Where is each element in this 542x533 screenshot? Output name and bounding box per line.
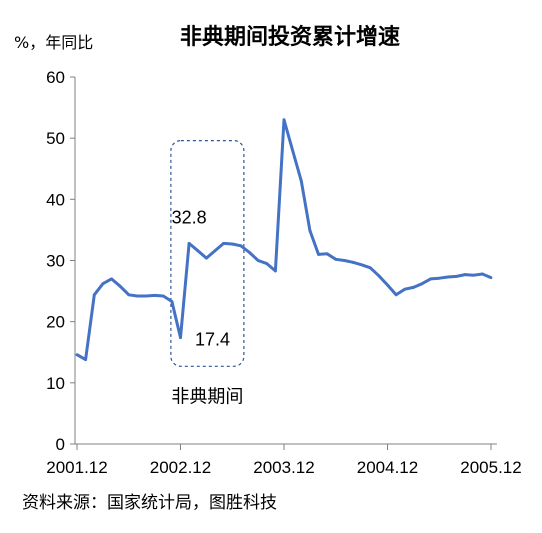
y-tick-label: 60 [46,68,65,87]
y-tick-label: 50 [46,129,65,148]
data-point [75,353,79,357]
data-point [429,277,433,281]
sars-period-label: 非典期间 [171,386,243,407]
data-point [273,269,277,273]
data-point [291,149,295,152]
data-point [110,277,113,281]
data-point [92,293,96,297]
data-point [248,251,251,254]
data-point [144,294,148,298]
data-point [127,293,131,297]
x-tick-label: 2002.12 [150,458,211,477]
data-label: 32.8 [172,207,207,227]
data-point [455,275,458,278]
data-point [204,256,208,260]
y-tick-label: 20 [46,313,65,332]
data-point [256,259,260,262]
data-point [446,275,450,279]
x-tick-label: 2001.12 [46,458,107,477]
data-point [334,257,338,261]
y-tick-label: 40 [46,190,65,209]
data-point [179,336,182,339]
y-axis: 0 10 20 30 40 50 60 [46,68,75,454]
data-label: 17.4 [195,330,230,350]
data-point [213,249,217,253]
x-tick-label: 2003.12 [253,458,314,477]
chart-title: 非典期间投资累计增速 [180,24,400,50]
data-point [480,272,484,276]
data-point [411,286,415,289]
data-point [317,252,320,256]
data-point [360,263,364,267]
data-point [187,241,191,245]
data-point [386,283,389,287]
data-point [472,273,476,277]
data-point [489,276,493,280]
data-point [325,252,329,256]
y-tick-label: 30 [46,252,65,271]
data-point [342,259,346,262]
data-point [368,266,372,270]
data-point [351,260,355,264]
data-point [394,293,398,297]
data-point [84,358,88,361]
x-axis: 2001.12 2002.12 2003.12 2004.12 2005.12 [46,444,522,477]
data-point [282,118,286,122]
x-tick-label: 2005.12 [460,458,521,477]
series-line [76,118,492,362]
data-point [299,179,303,183]
data-point [377,274,381,278]
data-point [230,242,234,246]
x-tick-label: 2004.12 [357,458,418,477]
data-point [265,262,269,265]
data-point [308,229,312,232]
data-point [135,294,139,298]
sars-period-highlight-box [170,140,245,367]
data-point [222,241,226,245]
data-point [101,282,105,286]
data-point [403,287,407,291]
y-tick-label: 10 [46,374,65,393]
y-tick-label: 0 [56,435,65,454]
series-points [75,118,493,361]
source-note: 资料来源：国家统计局，图胜科技 [22,493,277,513]
data-point [153,293,157,297]
data-point [118,284,122,288]
data-point [170,300,174,303]
y-axis-unit-label: %，年同比 [14,33,93,52]
data-point [239,244,243,248]
data-point [437,276,441,280]
data-point [196,249,200,253]
data-point [420,282,424,286]
data-point [463,273,467,276]
data-labels: 32.8 17.4 [172,207,230,349]
data-point [161,294,165,298]
